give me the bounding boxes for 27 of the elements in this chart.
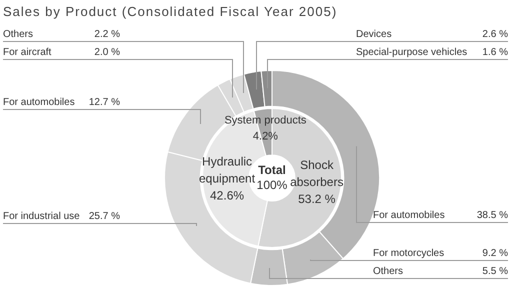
slice-label: For aircraft (3, 47, 52, 58)
text: Total (258, 162, 286, 177)
data-label: 53.2 % (298, 192, 336, 206)
slice-label: Others (373, 266, 404, 277)
data-label: 2.0 % (94, 47, 120, 58)
slice-label: For automobiles (3, 97, 75, 108)
slice-label: Hydraulic equipment (199, 154, 256, 186)
slice-label: Devices (356, 29, 392, 40)
data-label: 9.2 % (482, 248, 508, 259)
slice-label: Special-purpose vehicles (356, 47, 468, 58)
slice-label: System products (224, 114, 307, 126)
slice-label: Shock absorbers (290, 158, 344, 189)
data-label: 38.5 % (476, 210, 508, 221)
data-label: 5.5 % (482, 266, 508, 277)
data-label: 1.6 % (482, 47, 508, 58)
slice-label: For automobiles (373, 210, 445, 221)
slice-label: Others (3, 29, 34, 40)
slice-label: For industrial use (3, 211, 80, 222)
text: 100% (256, 178, 288, 192)
chart-title: Sales by Product (Consolidated Fiscal Year 2005) (3, 4, 338, 19)
data-label: 42.6% (210, 188, 244, 203)
data-label: 12.7 % (88, 97, 120, 108)
data-label: 4.2% (252, 130, 278, 142)
data-label: 2.2 % (94, 29, 120, 40)
data-label: 2.6 % (482, 29, 508, 40)
data-label: 25.7 % (88, 211, 120, 222)
slice-label: For motorcycles (373, 248, 444, 259)
